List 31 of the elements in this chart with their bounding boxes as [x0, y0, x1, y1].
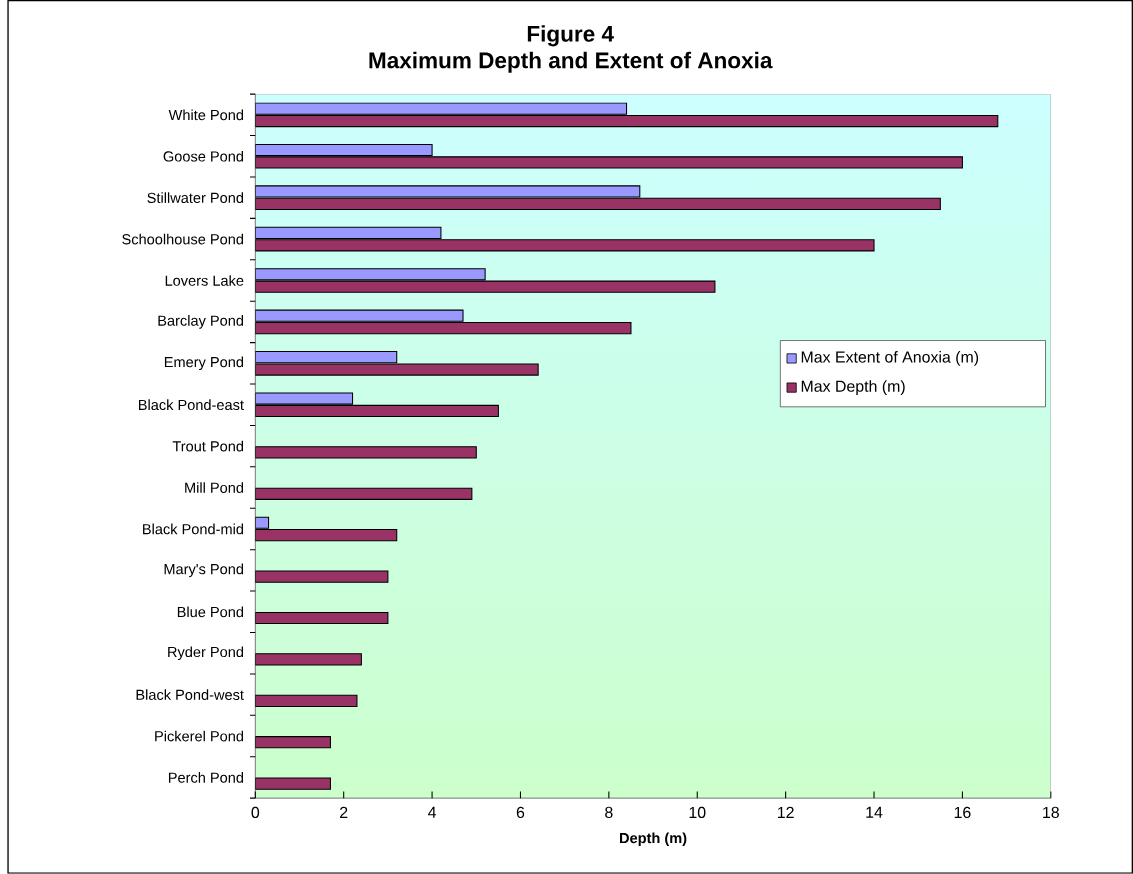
y-tick-label: Black Pond-west	[136, 689, 244, 701]
x-tick-label: 12	[778, 806, 794, 819]
x-tick-label: 8	[605, 806, 613, 819]
y-tick-label: Schoolhouse Pond	[122, 233, 244, 245]
x-tick-label: 18	[1043, 806, 1059, 819]
y-tick-label: Lovers Lake	[165, 275, 244, 286]
legend-label: Max Extent of Anoxia (m)	[801, 351, 979, 366]
y-tick-label: Goose Pond	[163, 151, 244, 162]
text: Max Depth (m)	[801, 380, 905, 396]
y-tick-label: Mill Pond	[185, 482, 244, 494]
x-tick-label: 0	[251, 806, 260, 819]
x-tick-label: 4	[428, 806, 437, 818]
y-tick-label: Black Pond-east	[139, 399, 244, 411]
chart-title: Figure 4 Maximum Depth and Extent of Anoxia	[369, 25, 773, 73]
x-tick-label: 2	[340, 806, 348, 819]
x-tick-label: 10	[689, 806, 706, 819]
y-tick-label: Trout Pond	[172, 440, 244, 452]
y-tick-label: White Pond	[168, 109, 244, 121]
y-tick-label: Barclay Pond	[158, 315, 244, 329]
y-tick-label: Emery Pond	[164, 356, 244, 371]
y-tick-label: Pickerel Pond	[155, 730, 244, 742]
x-tick-label: 14	[866, 806, 883, 818]
x-tick-label: 6	[516, 806, 525, 819]
y-tick-label: Perch Pond	[168, 772, 244, 783]
x-tick-label: 16	[954, 806, 971, 819]
y-tick-label: Black Pond-mid	[143, 523, 244, 535]
y-tick-label: Stillwater Pond	[147, 192, 244, 204]
y-tick-label: Mary's Pond	[164, 563, 244, 578]
y-tick-label: Blue Pond	[177, 606, 244, 618]
x-axis-title: Depth (m)	[620, 832, 687, 847]
y-tick-label: Ryder Pond	[168, 646, 244, 661]
